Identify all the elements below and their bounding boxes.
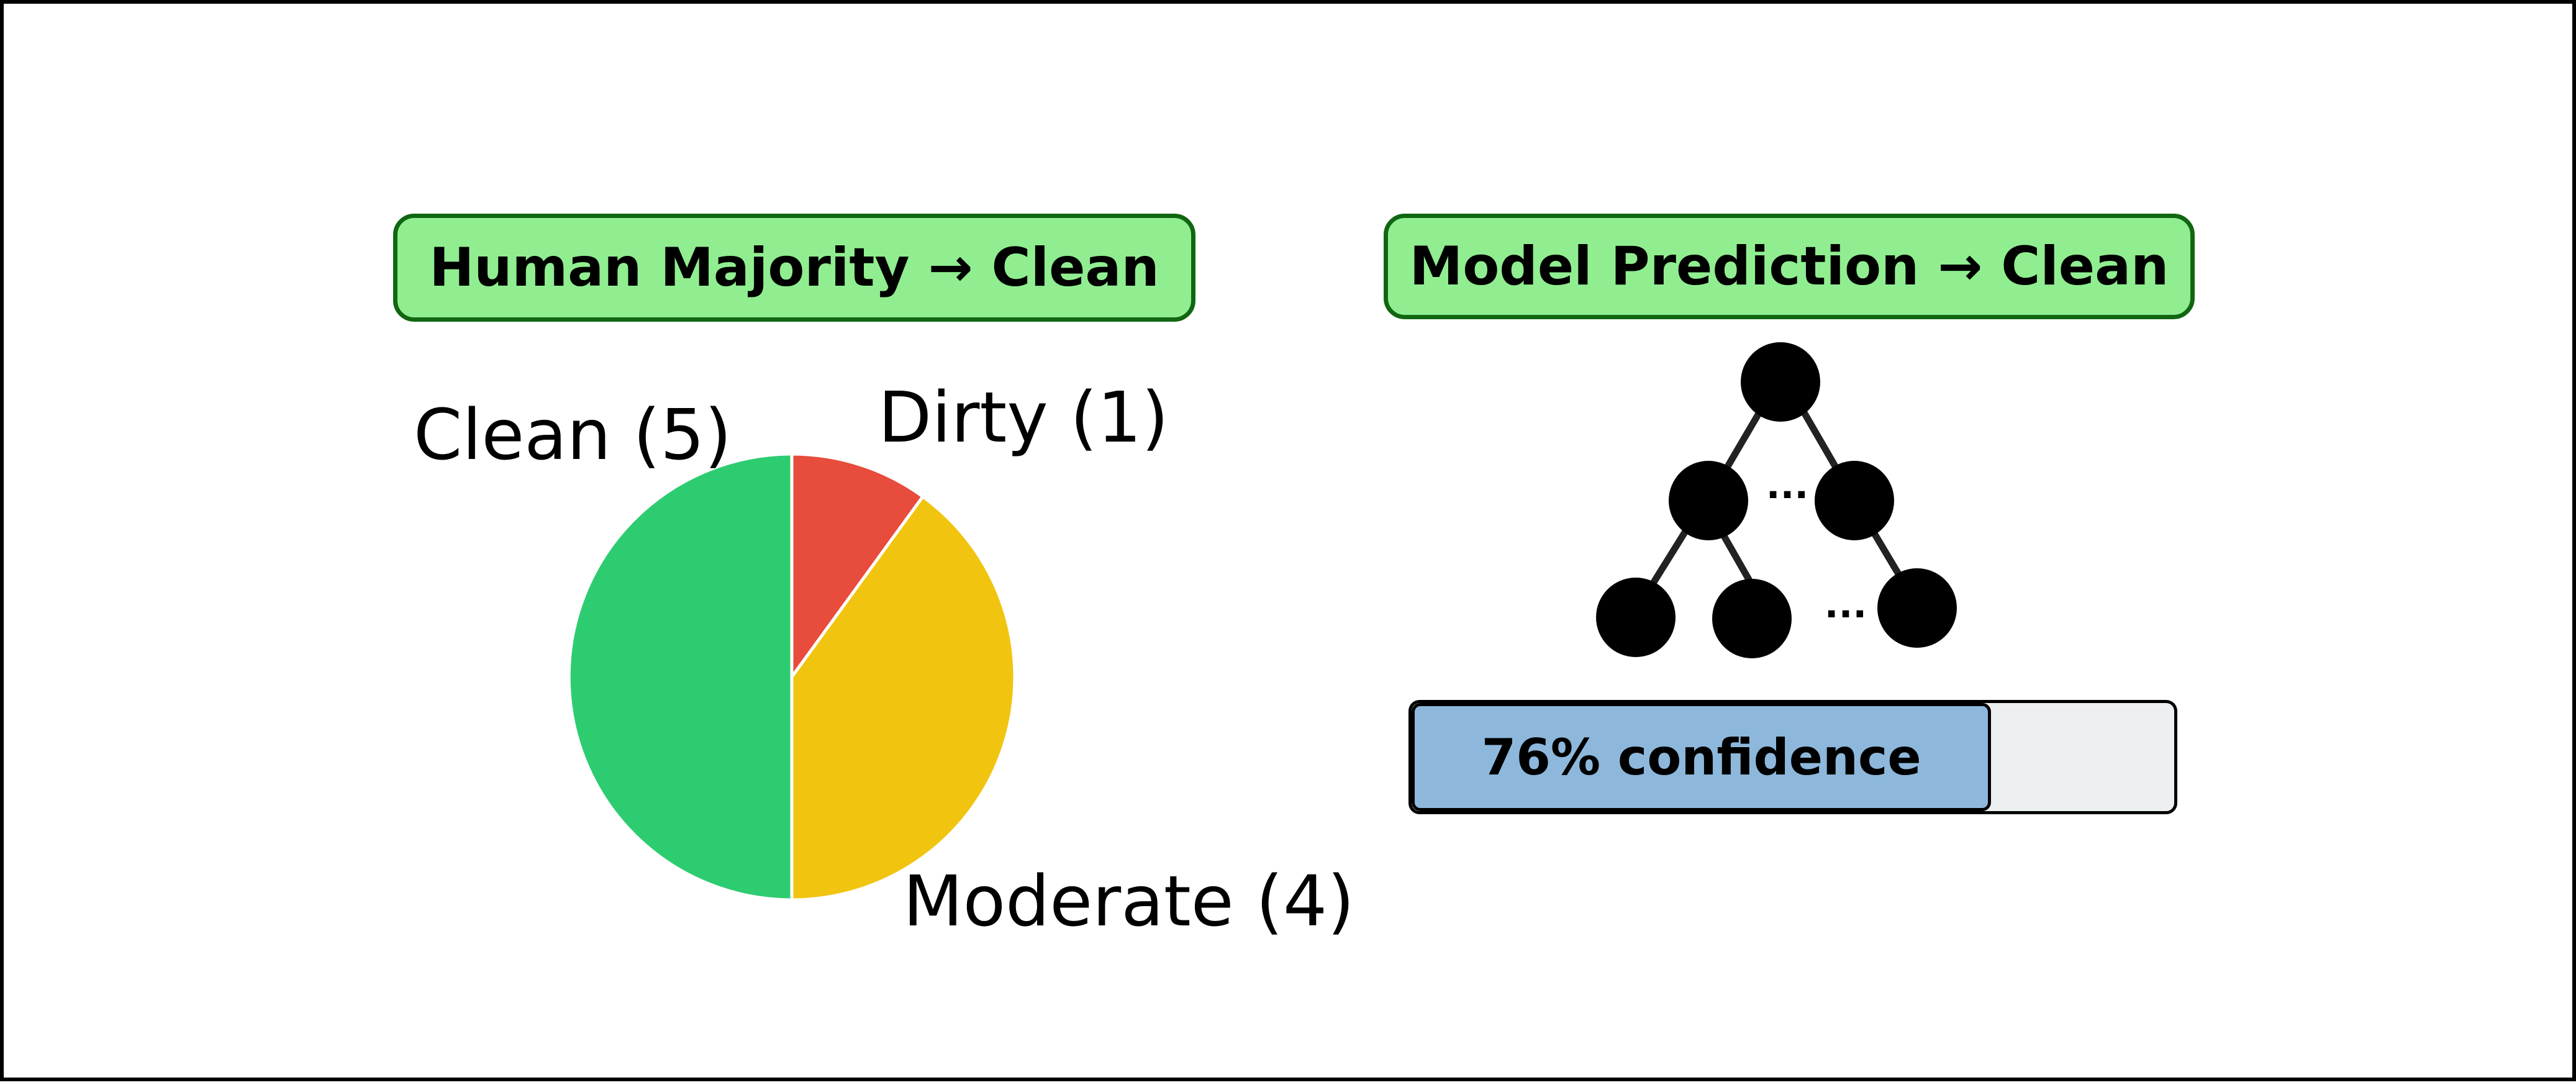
tree-edge — [1647, 525, 1691, 590]
tree-node — [1877, 568, 1957, 648]
pie-slice-dirty — [790, 452, 925, 679]
pie-label-dirty: Dirty (1) — [878, 378, 1169, 458]
tree-edges — [1647, 407, 1913, 596]
human-majority-title: Human Majority → Clean — [393, 214, 1195, 322]
tree-edge — [1725, 407, 1764, 468]
pie-slice-moderate — [790, 495, 1017, 902]
confidence-bar: 76% confidence — [1408, 700, 2177, 814]
tree-ellipsis: ... — [1766, 464, 1808, 507]
tree-node — [1712, 579, 1792, 658]
decision-tree-icon: ... ... — [1596, 342, 1957, 658]
pie-label-clean: Clean (5) — [414, 395, 732, 476]
pie-slice-clean — [567, 452, 794, 902]
confidence-label: 76% confidence — [1481, 728, 1921, 786]
tree-node — [1669, 461, 1748, 540]
tree-edge — [1716, 525, 1757, 590]
tree-node-root — [1741, 342, 1820, 422]
confidence-fill: 76% confidence — [1412, 703, 1992, 811]
pie-label-moderate: Moderate (4) — [903, 861, 1354, 942]
tree-edge — [1799, 407, 1839, 470]
tree-nodes — [1596, 342, 1957, 658]
tree-node — [1815, 461, 1894, 540]
pie-chart: Dirty (1) Moderate (4) Clean (5) — [414, 378, 1354, 942]
tree-ellipsis: ... — [1825, 583, 1867, 627]
model-prediction-title: Model Prediction → Clean — [1384, 214, 2195, 319]
tree-node — [1596, 578, 1676, 657]
